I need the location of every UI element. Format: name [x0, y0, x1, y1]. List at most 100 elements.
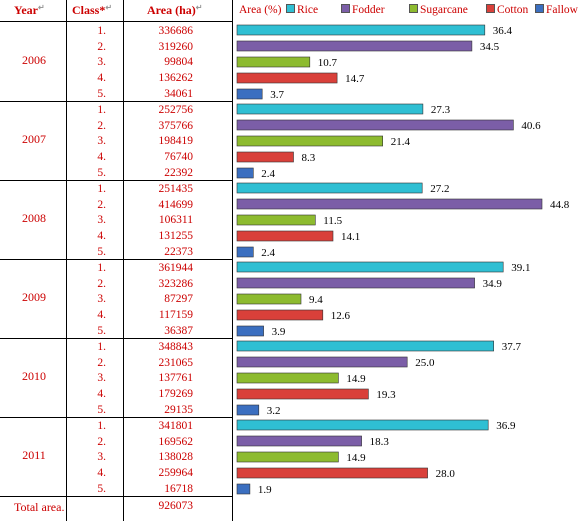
- class-cell: 1.: [97, 341, 106, 353]
- bar-sugarcane-2006: [236, 56, 311, 68]
- class-cell: 5.: [97, 403, 106, 416]
- class-cell: 3.: [97, 372, 106, 385]
- group-rule: [0, 180, 232, 181]
- group-rule: [0, 259, 232, 260]
- area-cell: 361944: [158, 262, 194, 274]
- bar-value-label: 3.2: [267, 405, 281, 417]
- legend-item-fodder: Fodder: [341, 4, 385, 16]
- bar-value-label: 2.4: [261, 168, 275, 180]
- year-cell: 2011: [22, 448, 46, 462]
- bar-cotton-2010: [236, 388, 369, 400]
- bar-sugarcane-2011: [236, 451, 339, 463]
- class-cell: 3.: [97, 451, 106, 464]
- bar-value-label: 25.0: [415, 357, 435, 369]
- class-cell: 1.: [97, 262, 106, 274]
- bar-sugarcane-2007: [236, 135, 383, 147]
- bar-value-label: 27.3: [431, 104, 451, 116]
- legend-swatch: [486, 4, 495, 13]
- bar-value-label: 14.7: [345, 73, 365, 85]
- bar-value-label: 36.9: [496, 420, 516, 432]
- area-cell: 99804: [164, 56, 193, 69]
- area-cell: 76740: [164, 151, 193, 164]
- bar-value-label: 40.6: [521, 120, 541, 132]
- group-rule: [0, 496, 232, 497]
- header-class: Class* ↵: [72, 3, 113, 17]
- bar-rice-2011: [236, 419, 489, 431]
- class-cell: 2.: [97, 40, 106, 53]
- bar-value-label: 19.3: [376, 389, 396, 401]
- header-rule: [0, 21, 232, 22]
- area-cell: 414699: [158, 198, 194, 211]
- legend-swatch: [535, 4, 544, 13]
- bar-value-label: 28.0: [436, 468, 456, 480]
- legend-label: Cotton: [497, 4, 529, 16]
- bar-fodder-2010: [236, 356, 408, 368]
- bar-value-label: 37.7: [502, 341, 522, 353]
- year-cell: 2007: [22, 132, 46, 146]
- total-label: Total area.: [14, 500, 65, 514]
- class-cell: 4.: [97, 72, 106, 85]
- header-area: Area (ha) ↵: [147, 3, 203, 17]
- bar-value-label: 36.4: [493, 25, 513, 37]
- legend-item-sugarcane: Sugarcane: [409, 4, 468, 16]
- bar-cotton-2007: [236, 151, 294, 163]
- bar-rice-2006: [236, 24, 486, 36]
- legend-swatch: [286, 4, 295, 13]
- area-cell: 179269: [158, 388, 194, 401]
- class-cell: 3.: [97, 135, 106, 148]
- class-cell: 2.: [97, 119, 106, 132]
- group-rule: [0, 101, 232, 102]
- table-divider-3: [232, 0, 233, 521]
- bar-value-label: 39.1: [511, 262, 530, 274]
- legend-item-rice: Rice: [286, 4, 318, 16]
- bar-fallow-2009: [236, 325, 264, 337]
- bar-value-label: 2.4: [261, 247, 275, 259]
- bar-fallow-2006: [236, 88, 263, 100]
- bar-fodder-2009: [236, 277, 475, 289]
- class-cell: 5.: [97, 482, 106, 495]
- area-cell: 259964: [158, 467, 194, 480]
- table-divider-1: [66, 0, 67, 521]
- bar-value-label: 1.9: [258, 484, 272, 496]
- bar-rice-2008: [236, 182, 423, 194]
- bar-rice-2010: [236, 340, 495, 352]
- area-cell: 137761: [158, 372, 194, 385]
- area-cell: 348843: [158, 341, 194, 353]
- class-cell: 3.: [97, 56, 106, 69]
- class-cell: 1.: [97, 183, 106, 195]
- legend-swatch: [341, 4, 350, 13]
- area-cell: 319260: [158, 40, 194, 53]
- legend-label: Rice: [297, 4, 319, 16]
- group-rule: [0, 417, 232, 418]
- area-cell: 22392: [164, 166, 193, 179]
- bar-value-label: 8.3: [302, 152, 316, 164]
- bar-sugarcane-2010: [236, 372, 339, 384]
- bar-fodder-2011: [236, 435, 362, 447]
- bar-sugarcane-2008: [236, 214, 316, 226]
- year-cell: 2006: [22, 53, 46, 67]
- class-cell: 2.: [97, 277, 106, 290]
- year-cell: 2009: [22, 290, 46, 304]
- area-cell: 198419: [158, 135, 194, 148]
- bar-value-label: 27.2: [430, 183, 449, 195]
- bar-value-label: 3.9: [272, 326, 286, 338]
- bar-rice-2009: [236, 261, 504, 273]
- bar-value-label: 44.8: [550, 199, 570, 211]
- class-cell: 1.: [97, 25, 106, 37]
- bar-fallow-2010: [236, 404, 260, 416]
- legend-item-cotton: Cotton: [486, 4, 528, 16]
- class-cell: 3.: [97, 293, 106, 306]
- header-year: Year ↵: [14, 3, 45, 17]
- class-cell: 5.: [97, 245, 106, 258]
- group-rule: [0, 338, 232, 339]
- bar-value-label: 14.1: [341, 231, 360, 243]
- bar-value-label: 9.4: [309, 294, 323, 306]
- bar-value-label: 14.9: [346, 373, 366, 385]
- area-cell: 231065: [158, 356, 194, 369]
- legend-label: Fodder: [352, 4, 385, 16]
- class-cell: 5.: [97, 324, 106, 337]
- legend-title: Area (%): [239, 4, 282, 16]
- bar-value-label: 10.7: [318, 57, 338, 69]
- area-cell: 36387: [164, 324, 193, 337]
